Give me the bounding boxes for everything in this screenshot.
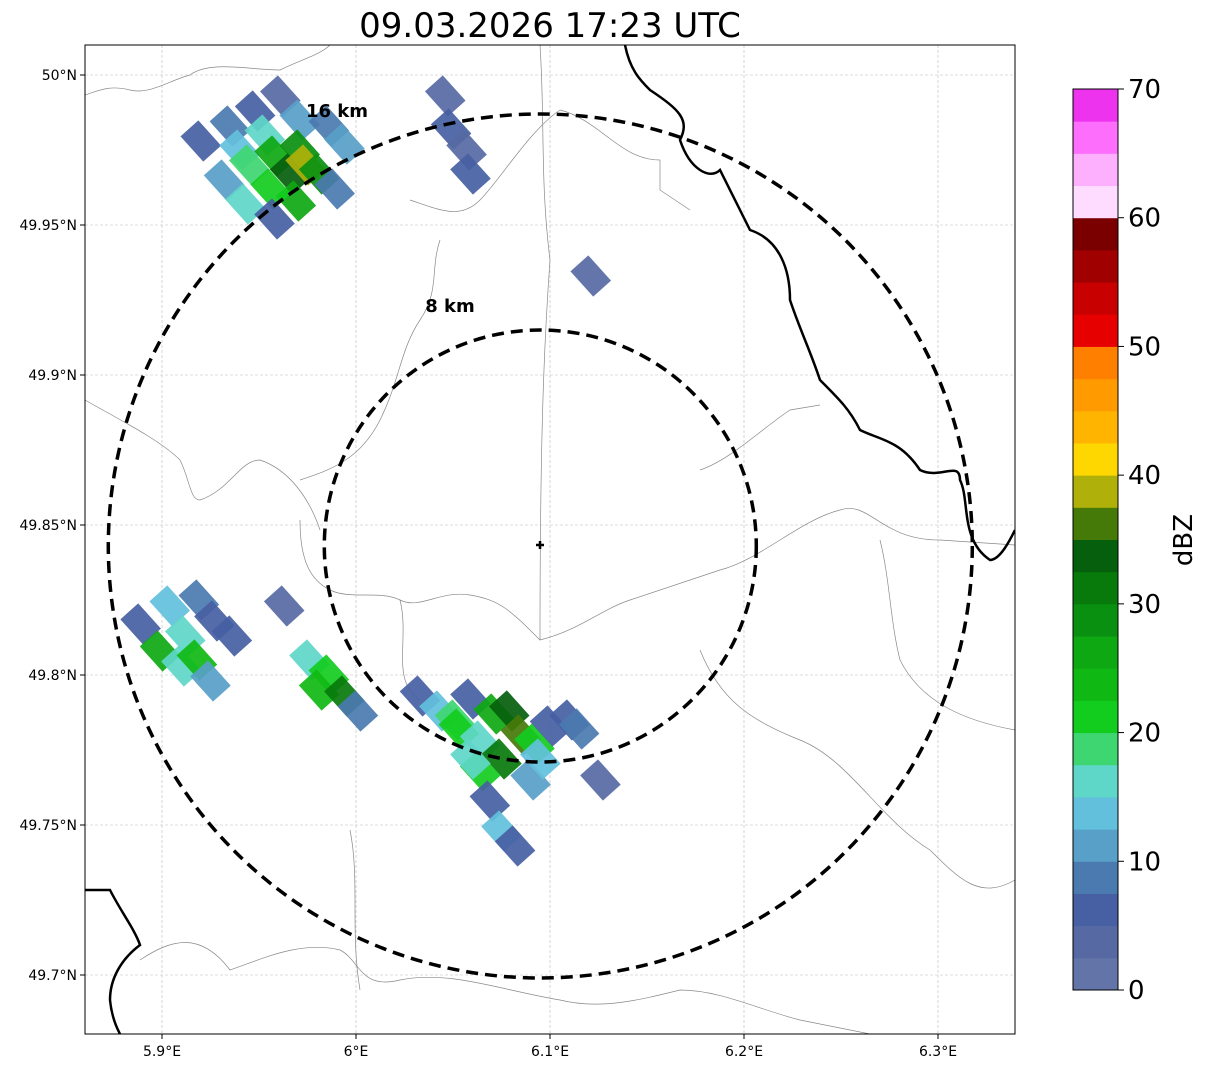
radar-site-marker xyxy=(536,541,544,549)
colorbar-swatch xyxy=(1073,571,1118,605)
colorbar-swatch xyxy=(1073,829,1118,862)
radar-cell xyxy=(494,825,536,867)
colorbar-swatch xyxy=(1073,442,1118,476)
radar-cell xyxy=(446,129,487,171)
radar-cell xyxy=(263,585,305,627)
tick-label-y: 50°N xyxy=(42,68,77,84)
radar-cell xyxy=(229,144,270,186)
radar-cell xyxy=(520,738,561,780)
range-ring-16km xyxy=(106,112,975,980)
radar-cell xyxy=(510,759,551,801)
radar-cell xyxy=(450,738,491,780)
tick-label-x: 6.2°E xyxy=(725,1044,763,1060)
colorbar-swatch xyxy=(1073,764,1118,798)
tick-label-x: 6.1°E xyxy=(531,1044,569,1060)
colorbar-swatch xyxy=(1073,507,1118,540)
colorbar-swatch xyxy=(1073,346,1118,380)
gridlines xyxy=(85,45,1015,1034)
radar-cell xyxy=(279,99,321,141)
colorbar-swatch xyxy=(1073,893,1118,927)
colorbar-tick-label: 0 xyxy=(1128,976,1145,1006)
radar-cell xyxy=(570,255,612,297)
radar-cell xyxy=(558,708,600,750)
radar-cell xyxy=(254,198,295,240)
range-ring-8km xyxy=(322,328,759,764)
tick-label-y: 49.8°N xyxy=(28,668,77,684)
colorbar-swatch xyxy=(1073,957,1118,991)
radar-cell xyxy=(120,603,161,645)
range-rings xyxy=(106,112,975,980)
tick-label-y: 49.95°N xyxy=(19,218,77,234)
colorbar-swatch xyxy=(1073,314,1118,347)
radar-cell xyxy=(180,120,222,162)
colorbar-swatch xyxy=(1073,249,1118,283)
radar-cell xyxy=(424,75,466,117)
colorbar-swatch xyxy=(1073,700,1118,734)
colorbar-swatch xyxy=(1073,925,1118,959)
colorbar-swatch xyxy=(1073,668,1118,701)
ring-label-16km: 16 km xyxy=(306,101,368,122)
colorbar-tick-label: 70 xyxy=(1128,75,1161,105)
radar-cell xyxy=(469,780,511,822)
tick-label-y: 49.7°N xyxy=(28,968,77,984)
tick-label-y: 49.9°N xyxy=(28,368,77,384)
radar-cell xyxy=(450,153,491,195)
colorbar-swatch xyxy=(1073,89,1118,122)
colorbar-swatch xyxy=(1073,636,1118,669)
colorbar-tick-label: 50 xyxy=(1128,332,1161,362)
colorbar-swatch xyxy=(1073,217,1118,251)
axis-ticks: 5.9°E 6°E 6.1°E 6.2°E 6.3°E 50°N 49.95°N 49.9°N… xyxy=(19,68,957,1060)
colorbar-tick-label: 60 xyxy=(1128,204,1161,234)
radar-cell xyxy=(337,690,379,732)
colorbar-label: dBZ xyxy=(1169,514,1199,566)
radar-cell xyxy=(473,693,515,735)
colorbar-swatch xyxy=(1073,603,1118,637)
tick-label-x: 6°E xyxy=(344,1044,369,1060)
colorbar-swatch xyxy=(1073,732,1118,766)
colorbar-swatch xyxy=(1073,475,1118,508)
radar-cell xyxy=(314,168,355,210)
colorbar-swatch xyxy=(1073,185,1118,219)
colorbar-tick-label: 20 xyxy=(1128,719,1161,749)
colorbar-swatch xyxy=(1073,153,1118,187)
tick-label-y: 49.85°N xyxy=(19,518,77,534)
colorbar-swatch xyxy=(1073,539,1118,573)
radar-cells xyxy=(120,75,621,867)
colorbar-swatch xyxy=(1073,861,1118,894)
radar-cell xyxy=(211,615,253,657)
tick-label-y: 49.75°N xyxy=(19,818,77,834)
colorbar-swatch xyxy=(1073,282,1118,315)
radar-cell xyxy=(580,759,621,801)
ring-label-8km: 8 km xyxy=(425,296,475,317)
tick-label-x: 5.9°E xyxy=(143,1044,181,1060)
colorbar: 0 10 20 30 40 50 60 70 xyxy=(1072,75,1161,1006)
tick-label-x: 6.3°E xyxy=(919,1044,957,1060)
colorbar-frame xyxy=(1072,88,1119,991)
radar-cell xyxy=(298,669,340,711)
colorbar-swatch xyxy=(1073,796,1118,830)
radar-cell xyxy=(190,660,231,702)
colorbar-tick-label: 10 xyxy=(1128,847,1161,877)
radar-cell xyxy=(269,153,311,195)
radar-cell xyxy=(203,159,245,201)
colorbar-swatch xyxy=(1073,410,1118,444)
radar-cell xyxy=(149,585,191,627)
colorbar-swatch xyxy=(1073,378,1118,412)
colorbar-tick-label: 40 xyxy=(1128,461,1161,491)
colorbar-tick-label: 30 xyxy=(1128,590,1161,620)
chart-title: 09.03.2026 17:23 UTC xyxy=(359,6,741,46)
radar-cell xyxy=(481,738,522,780)
radar-cell xyxy=(529,705,571,747)
colorbar-swatch xyxy=(1073,121,1118,154)
